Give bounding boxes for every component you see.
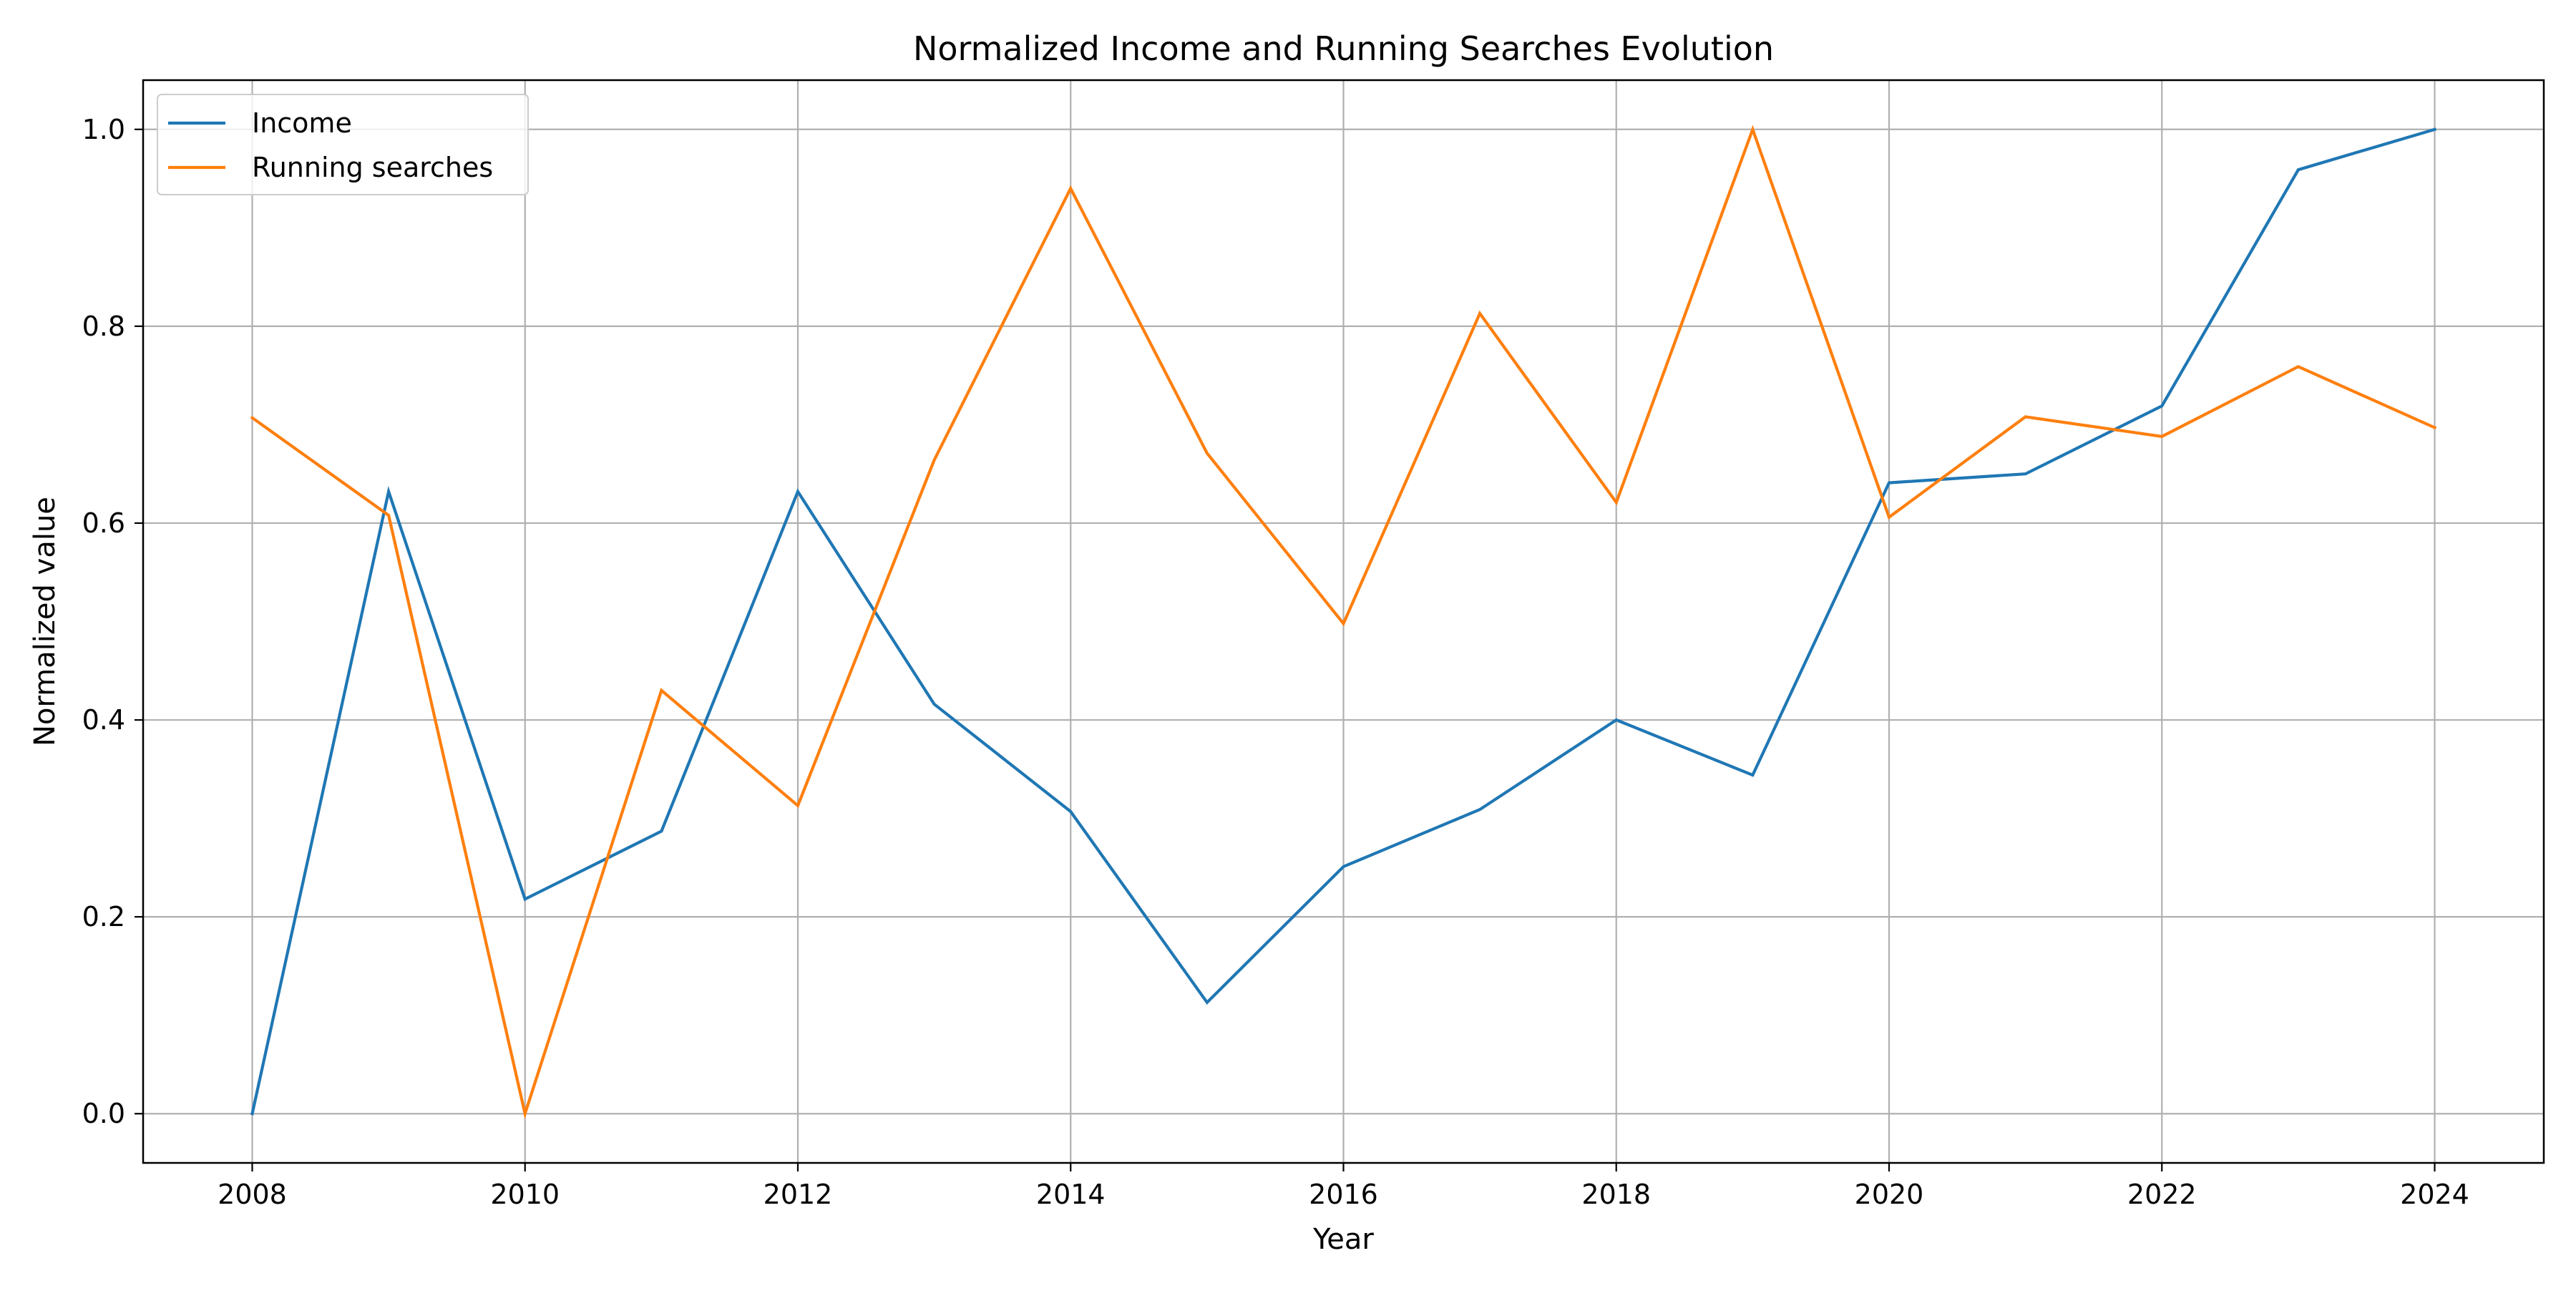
x-tick-label: 2018 bbox=[1581, 1179, 1651, 1210]
series-line-income bbox=[250, 127, 2437, 1116]
y-tick-label: 0.6 bbox=[82, 507, 125, 539]
x-axis-label: Year bbox=[1312, 1223, 1374, 1256]
x-axis: 2008 2010 2012 2014 2016 2018 2020 2022 2024 bbox=[218, 1163, 2469, 1210]
x-tick-label: 2020 bbox=[1855, 1179, 1924, 1210]
y-tick-label: 0.4 bbox=[82, 704, 125, 736]
y-axis: 0.0 0.2 0.4 0.6 0.8 1.0 bbox=[82, 114, 143, 1129]
x-tick-label: 2012 bbox=[763, 1179, 833, 1210]
x-tick-label: 2024 bbox=[2400, 1179, 2469, 1210]
y-tick-label: 1.0 bbox=[82, 114, 125, 145]
y-axis-label: Normalized value bbox=[29, 497, 62, 746]
legend-box bbox=[157, 94, 529, 195]
grid bbox=[143, 80, 2544, 1163]
chart-title: Normalized Income and Running Searches E… bbox=[913, 29, 1774, 68]
series-line-running-searches bbox=[250, 125, 2437, 1120]
x-tick-label: 2014 bbox=[1036, 1179, 1106, 1210]
legend-label: Running searches bbox=[252, 152, 493, 183]
y-tick-label: 0.0 bbox=[82, 1098, 125, 1129]
y-tick-label: 0.2 bbox=[82, 901, 125, 932]
x-tick-label: 2016 bbox=[1309, 1179, 1378, 1210]
x-tick-label: 2022 bbox=[2127, 1179, 2197, 1210]
legend: Income Running searches bbox=[157, 94, 529, 195]
series-lines bbox=[250, 125, 2437, 1120]
y-tick-label: 0.8 bbox=[82, 311, 125, 342]
x-tick-label: 2008 bbox=[218, 1179, 287, 1210]
legend-label: Income bbox=[252, 107, 352, 139]
x-tick-label: 2010 bbox=[490, 1179, 560, 1210]
